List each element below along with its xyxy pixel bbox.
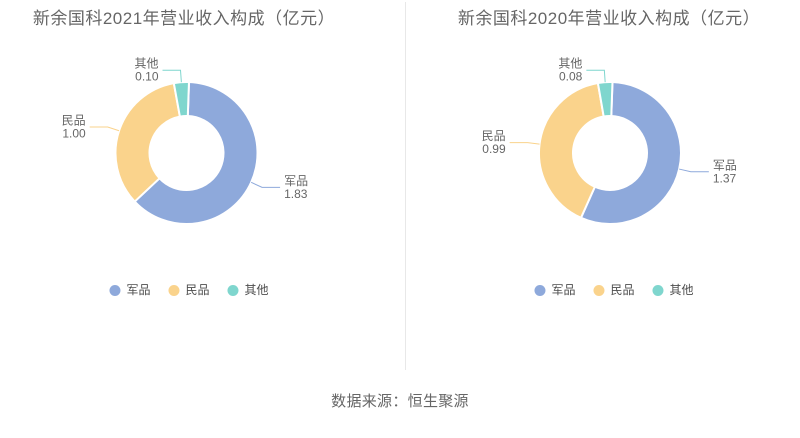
chart-title-2020: 新余国科2020年营业收入构成（亿元） <box>457 9 761 28</box>
pie-slice-junpin-2020[interactable] <box>579 81 682 225</box>
pie-slice-minpin-2020[interactable] <box>538 82 605 219</box>
slice-label-minpin-2020: 民品 <box>482 129 506 143</box>
legend-marker-junpin <box>109 284 121 296</box>
source-note: 数据来源：恒生聚源 <box>331 393 469 410</box>
legend-label-qita: 其他 <box>669 283 694 297</box>
slice-label-qita-2021: 其他 <box>134 57 158 71</box>
slice-label-junpin-2021: 军品 <box>284 174 308 188</box>
pie-slice-junpin-2021[interactable] <box>133 81 259 225</box>
slice-value-junpin-2020: 1.37 <box>713 171 737 185</box>
pie-slice-minpin-2021[interactable] <box>114 82 181 203</box>
slice-label-qita-2020: 其他 <box>558 57 582 71</box>
label-leader-minpin-2020 <box>509 142 540 145</box>
legend-label-junpin: 军品 <box>551 283 576 297</box>
legend-item-junpin-2021[interactable]: 军品 <box>109 284 150 296</box>
legend-2020: 军品 民品 其他 <box>534 283 694 297</box>
label-leader-junpin-2021 <box>250 181 281 188</box>
legend-item-qita-2020[interactable]: 其他 <box>652 283 694 297</box>
legend-2021: 军品 民品 其他 <box>109 283 269 297</box>
donut-chart-2020: 军品1.37 民品0.99 其他0.08 <box>482 57 737 225</box>
slice-value-qita-2020: 0.08 <box>559 70 583 84</box>
chart-title-2021: 新余国科2021年营业收入构成（亿元） <box>32 9 336 28</box>
pie-slice-qita-2021[interactable] <box>172 81 190 118</box>
label-leader-qita-2020 <box>586 69 606 83</box>
label-leader-junpin-2020 <box>679 168 709 173</box>
legend-marker-minpin <box>593 284 605 296</box>
legend-marker-qita <box>652 284 664 296</box>
label-leader-qita-2021 <box>162 69 182 83</box>
legend-item-junpin-2020[interactable]: 军品 <box>534 284 575 296</box>
panel-divider <box>405 2 406 370</box>
legend-label-minpin: 民品 <box>185 283 210 297</box>
label-leader-minpin-2021 <box>89 126 120 132</box>
slice-value-qita-2021: 0.10 <box>135 70 159 84</box>
legend-marker-minpin <box>168 284 180 296</box>
pie-slice-qita-2020[interactable] <box>596 81 614 118</box>
legend-label-minpin: 民品 <box>610 283 635 297</box>
legend-label-qita: 其他 <box>244 283 269 297</box>
legend-item-minpin-2020[interactable]: 民品 <box>593 283 635 297</box>
slice-value-minpin-2020: 0.99 <box>482 142 506 156</box>
legend-label-junpin: 军品 <box>126 283 151 297</box>
legend-marker-junpin <box>534 284 546 296</box>
slice-label-junpin-2020: 军品 <box>713 158 737 172</box>
slice-value-junpin-2021: 1.83 <box>284 187 308 201</box>
legend-item-minpin-2021[interactable]: 民品 <box>168 283 210 297</box>
slice-value-minpin-2021: 1.00 <box>62 126 86 140</box>
slice-label-minpin-2021: 民品 <box>62 113 86 127</box>
legend-item-qita-2021[interactable]: 其他 <box>227 283 269 297</box>
donut-chart-2021: 军品1.83 民品1.00 其他0.10 <box>62 57 308 225</box>
legend-marker-qita <box>227 284 239 296</box>
